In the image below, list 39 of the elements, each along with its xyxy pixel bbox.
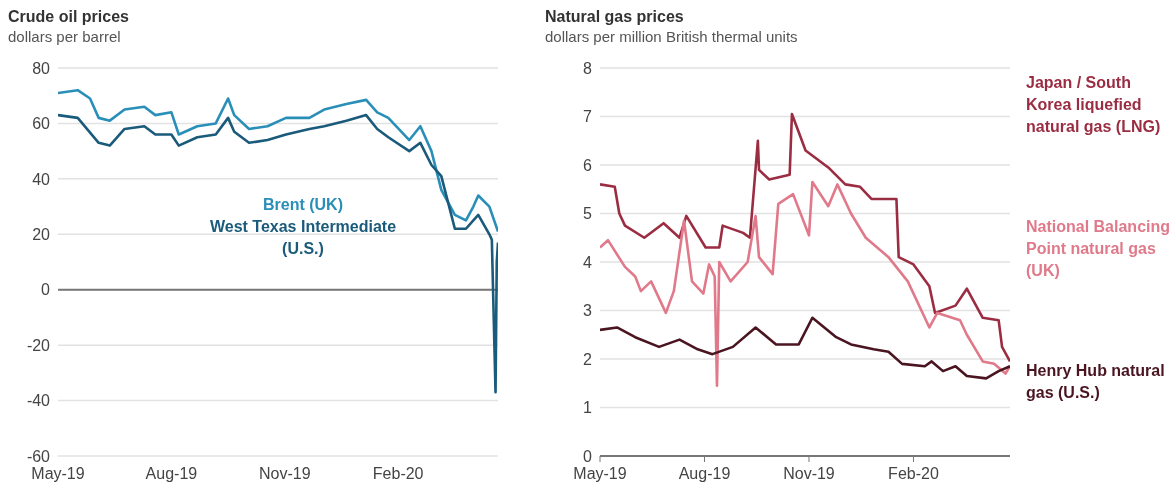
y-tick-label: -20 bbox=[26, 336, 51, 354]
y-tick-label: -40 bbox=[26, 392, 51, 410]
line-series bbox=[600, 112, 1010, 363]
chart-subtitle: dollars per million British thermal units bbox=[545, 28, 798, 45]
y-tick-label: 40 bbox=[32, 170, 51, 188]
x-tick-label: Nov-19 bbox=[783, 465, 835, 483]
line-series bbox=[58, 113, 498, 394]
y-tick-label: 0 bbox=[583, 447, 593, 465]
y-tick-label: 5 bbox=[583, 205, 593, 223]
x-tick-label: Feb-20 bbox=[372, 465, 424, 483]
x-tick-label: Feb-20 bbox=[888, 465, 939, 483]
y-tick-label: 8 bbox=[583, 59, 593, 77]
y-tick-label: 4 bbox=[583, 253, 593, 271]
text: National Balancing Point natural gas (UK) bbox=[1026, 217, 1172, 281]
y-tick-label: 2 bbox=[583, 350, 593, 368]
y-tick-label: 0 bbox=[41, 281, 51, 299]
y-tick-label: 1 bbox=[583, 399, 593, 417]
text: Brent (UK) bbox=[262, 195, 344, 215]
chart-title: Natural gas prices bbox=[545, 8, 684, 26]
text: West Texas Intermediate (U.S.) bbox=[208, 217, 398, 259]
y-tick-label: 7 bbox=[583, 108, 593, 126]
line-series bbox=[58, 88, 498, 233]
chart-title: Crude oil prices bbox=[8, 8, 129, 26]
y-tick-label: -60 bbox=[26, 447, 51, 465]
y-tick-label: 60 bbox=[32, 115, 51, 133]
y-tick-label: 80 bbox=[32, 59, 51, 77]
chart-subtitle: dollars per barrel bbox=[8, 28, 121, 45]
y-tick-label: 3 bbox=[583, 302, 593, 320]
line-series bbox=[600, 180, 1010, 387]
x-tick-label: Aug-19 bbox=[678, 465, 731, 483]
x-tick-label: Nov-19 bbox=[258, 465, 311, 483]
x-tick-label: May-19 bbox=[573, 465, 627, 483]
y-tick-label: 20 bbox=[32, 225, 51, 243]
x-tick-label: Aug-19 bbox=[145, 465, 198, 483]
text: Japan / South Korea liquefied natural gas (LNG) bbox=[1026, 73, 1162, 137]
series-label: Henry Hub natural gas (U.S.) bbox=[1026, 361, 1166, 403]
x-tick-label: May-19 bbox=[31, 465, 85, 483]
line-series bbox=[600, 316, 1010, 380]
y-tick-label: 6 bbox=[583, 156, 593, 174]
